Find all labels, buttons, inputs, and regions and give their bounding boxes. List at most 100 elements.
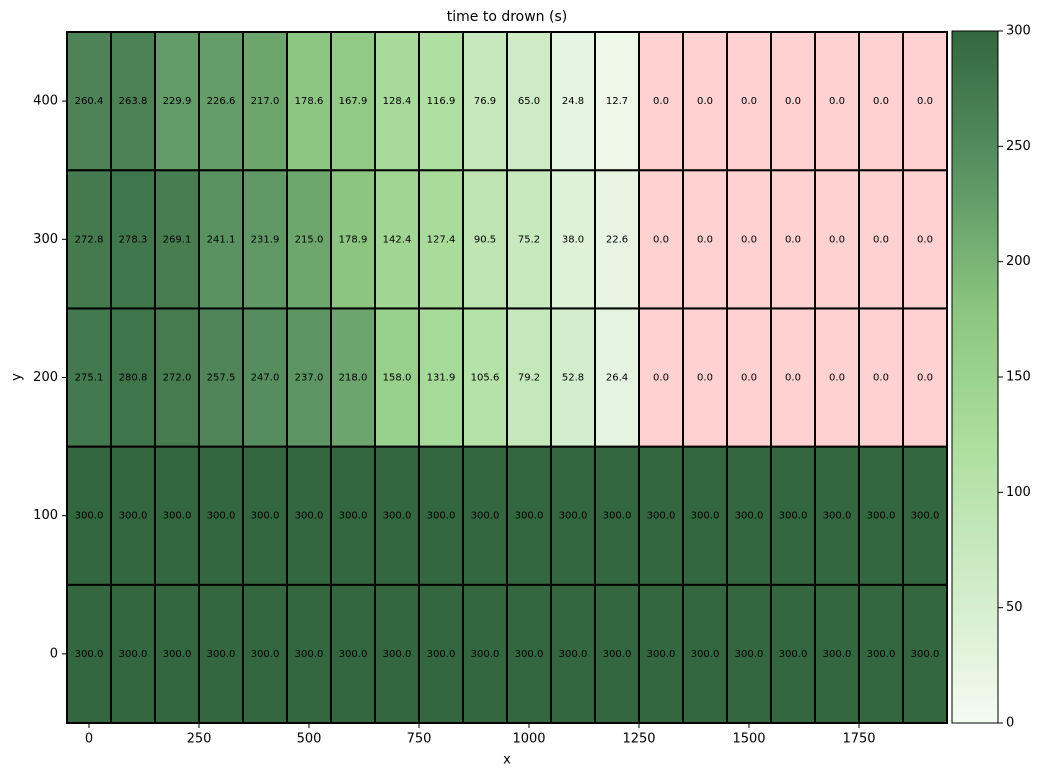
cell-label: 300.0 [251, 511, 280, 522]
cell-label: 300.0 [471, 649, 500, 660]
heatmap-cell [770, 169, 816, 310]
heatmap-cell [858, 583, 904, 724]
heatmap-cell [858, 31, 904, 172]
cell-label: 300.0 [911, 511, 940, 522]
cell-label: 300.0 [559, 649, 588, 660]
cell-label: 52.8 [562, 373, 584, 384]
cell-label: 300.0 [779, 649, 808, 660]
heatmap-cell [242, 307, 288, 448]
colorbar-tick-label: 250 [1006, 139, 1031, 154]
heatmap-cell [110, 307, 156, 448]
heatmap-cell [374, 307, 420, 448]
cell-label: 0.0 [829, 234, 845, 245]
heatmap-cell [682, 445, 728, 586]
cell-label: 237.0 [295, 373, 324, 384]
cell-label: 275.1 [75, 373, 104, 384]
cell-label: 231.9 [251, 234, 280, 245]
cell-label: 300.0 [867, 511, 896, 522]
cell-label: 300.0 [383, 511, 412, 522]
cell-label: 178.9 [339, 234, 368, 245]
cell-label: 257.5 [207, 373, 236, 384]
x-tick-label: 1500 [732, 732, 765, 747]
cell-label: 218.0 [339, 373, 368, 384]
cell-label: 260.4 [75, 96, 104, 107]
cell-label: 300.0 [779, 511, 808, 522]
heatmap-cell [770, 31, 816, 172]
chart-title: time to drown (s) [447, 9, 567, 25]
colorbar-tick-label: 50 [1006, 600, 1023, 615]
cell-label: 300.0 [427, 649, 456, 660]
cell-label: 300.0 [251, 649, 280, 660]
cell-label: 0.0 [785, 234, 801, 245]
cell-label: 300.0 [691, 511, 720, 522]
y-tick-label: 400 [33, 94, 58, 109]
cell-label: 215.0 [295, 234, 324, 245]
cell-label: 0.0 [697, 234, 713, 245]
heatmap-cell [638, 31, 684, 172]
x-tick-label: 1250 [622, 732, 655, 747]
cell-label: 300.0 [295, 511, 324, 522]
cell-label: 300.0 [735, 649, 764, 660]
cell-label: 300.0 [691, 649, 720, 660]
cell-label: 272.8 [75, 234, 104, 245]
cell-label: 300.0 [515, 511, 544, 522]
heatmap-cell [418, 307, 464, 448]
colorbar-tick-label: 0 [1006, 716, 1014, 731]
cell-label: 300.0 [735, 511, 764, 522]
heatmap-cell [638, 307, 684, 448]
cell-label: 22.6 [606, 234, 628, 245]
cell-label: 300.0 [119, 649, 148, 660]
colorbar-tick-label: 100 [1006, 485, 1031, 500]
heatmap-cell [770, 583, 816, 724]
cell-label: 300.0 [559, 511, 588, 522]
cell-label: 0.0 [653, 96, 669, 107]
cell-label: 142.4 [383, 234, 412, 245]
heatmap-cell [198, 31, 244, 172]
cell-label: 0.0 [697, 373, 713, 384]
heatmap-cell [418, 31, 464, 172]
cell-label: 131.9 [427, 373, 456, 384]
cell-label: 300.0 [207, 649, 236, 660]
heatmap-cell [330, 31, 376, 172]
cell-label: 0.0 [785, 96, 801, 107]
heatmap-cell [462, 583, 508, 724]
heatmap-cell [682, 169, 728, 310]
cell-label: 76.9 [474, 96, 496, 107]
cell-label: 167.9 [339, 96, 368, 107]
cell-label: 0.0 [697, 96, 713, 107]
cell-label: 300.0 [911, 649, 940, 660]
heatmap-cell [550, 583, 596, 724]
x-axis-label: x [503, 753, 511, 768]
x-tick-label: 250 [187, 732, 212, 747]
cell-label: 128.4 [383, 96, 412, 107]
heatmap-cell [374, 169, 420, 310]
cell-label: 300.0 [471, 511, 500, 522]
cell-label: 226.6 [207, 96, 236, 107]
y-tick-label: 0 [50, 646, 58, 661]
cell-label: 127.4 [427, 234, 456, 245]
heatmap-cell [506, 31, 552, 172]
cell-label: 300.0 [207, 511, 236, 522]
cell-label: 90.5 [474, 234, 496, 245]
heatmap-cell [814, 445, 860, 586]
cell-label: 38.0 [562, 234, 584, 245]
cell-label: 0.0 [829, 96, 845, 107]
cell-label: 0.0 [917, 234, 933, 245]
heatmap-cell [286, 583, 332, 724]
heatmap-cell [374, 445, 420, 586]
x-tick-label: 750 [407, 732, 432, 747]
heatmap-cell [110, 169, 156, 310]
cell-label: 0.0 [653, 234, 669, 245]
cell-label: 0.0 [873, 96, 889, 107]
cell-label: 300.0 [295, 649, 324, 660]
heatmap-cell [110, 583, 156, 724]
heatmap-cell [902, 307, 948, 448]
cell-label: 0.0 [917, 96, 933, 107]
cell-label: 300.0 [867, 649, 896, 660]
cell-label: 272.0 [163, 373, 192, 384]
heatmap-cell [726, 445, 772, 586]
colorbar-tick-label: 150 [1006, 370, 1031, 385]
heatmap-cell [682, 307, 728, 448]
heatmap-cell [682, 31, 728, 172]
